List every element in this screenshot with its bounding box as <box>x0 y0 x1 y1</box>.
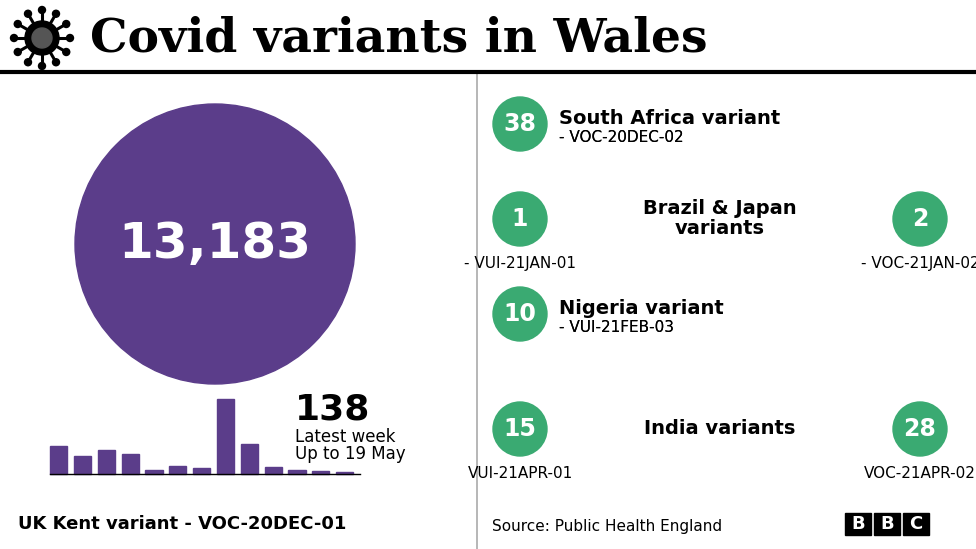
Text: Source: Public Health England: Source: Public Health England <box>492 519 722 535</box>
Bar <box>98 450 115 474</box>
Text: variants: variants <box>675 219 765 238</box>
Bar <box>122 454 139 474</box>
Bar <box>145 470 163 474</box>
Text: Nigeria variant: Nigeria variant <box>559 300 724 318</box>
Circle shape <box>15 20 21 27</box>
Bar <box>903 513 929 535</box>
Circle shape <box>493 97 547 151</box>
Circle shape <box>62 20 69 27</box>
Circle shape <box>24 59 31 66</box>
Text: - VUI-21FEB-03: - VUI-21FEB-03 <box>559 321 674 335</box>
Text: 28: 28 <box>904 417 936 441</box>
Bar <box>193 468 210 474</box>
Text: India variants: India variants <box>644 419 795 439</box>
Circle shape <box>893 402 947 456</box>
Text: B: B <box>880 515 894 533</box>
Text: Brazil & Japan: Brazil & Japan <box>643 199 796 217</box>
Text: C: C <box>910 515 922 533</box>
Text: 15: 15 <box>504 417 537 441</box>
Circle shape <box>32 28 52 48</box>
Circle shape <box>493 402 547 456</box>
Circle shape <box>493 192 547 246</box>
Text: Covid variants in Wales: Covid variants in Wales <box>90 15 708 61</box>
Text: - VOC-20DEC-02: - VOC-20DEC-02 <box>559 131 683 145</box>
Bar <box>74 456 91 474</box>
Circle shape <box>75 104 355 384</box>
Bar <box>264 467 282 474</box>
Text: Up to 19 May: Up to 19 May <box>295 445 406 463</box>
Text: UK Kent variant - VOC-20DEC-01: UK Kent variant - VOC-20DEC-01 <box>18 515 346 533</box>
Text: - VOC-21JAN-02: - VOC-21JAN-02 <box>861 256 976 271</box>
Circle shape <box>24 10 31 17</box>
Text: South Africa variant: South Africa variant <box>559 109 780 128</box>
Bar <box>217 399 234 474</box>
Text: 13,183: 13,183 <box>118 220 311 268</box>
Bar <box>845 513 871 535</box>
Text: 138: 138 <box>295 392 370 426</box>
Bar <box>241 444 258 474</box>
Circle shape <box>53 59 60 66</box>
Text: 10: 10 <box>504 302 537 326</box>
Bar <box>312 471 330 474</box>
Text: 2: 2 <box>912 207 928 231</box>
Circle shape <box>25 21 59 55</box>
Circle shape <box>493 287 547 341</box>
Bar <box>336 472 353 474</box>
Bar <box>874 513 900 535</box>
Bar <box>169 466 186 474</box>
Circle shape <box>53 10 60 17</box>
Text: B: B <box>851 515 865 533</box>
Text: 38: 38 <box>504 112 537 136</box>
Text: VOC-21APR-02: VOC-21APR-02 <box>864 466 976 481</box>
Circle shape <box>66 35 73 42</box>
Circle shape <box>38 7 46 14</box>
Bar <box>289 470 305 474</box>
Circle shape <box>15 48 21 55</box>
Bar <box>50 446 67 474</box>
Circle shape <box>11 35 18 42</box>
Circle shape <box>38 63 46 70</box>
Text: - VUI-21FEB-03: - VUI-21FEB-03 <box>559 321 674 335</box>
Text: - VOC-20DEC-02: - VOC-20DEC-02 <box>559 131 683 145</box>
Text: VUI-21APR-01: VUI-21APR-01 <box>468 466 573 481</box>
Text: Latest week: Latest week <box>295 428 395 446</box>
Circle shape <box>62 48 69 55</box>
Text: - VUI-21JAN-01: - VUI-21JAN-01 <box>464 256 576 271</box>
Text: 1: 1 <box>511 207 528 231</box>
Circle shape <box>893 192 947 246</box>
